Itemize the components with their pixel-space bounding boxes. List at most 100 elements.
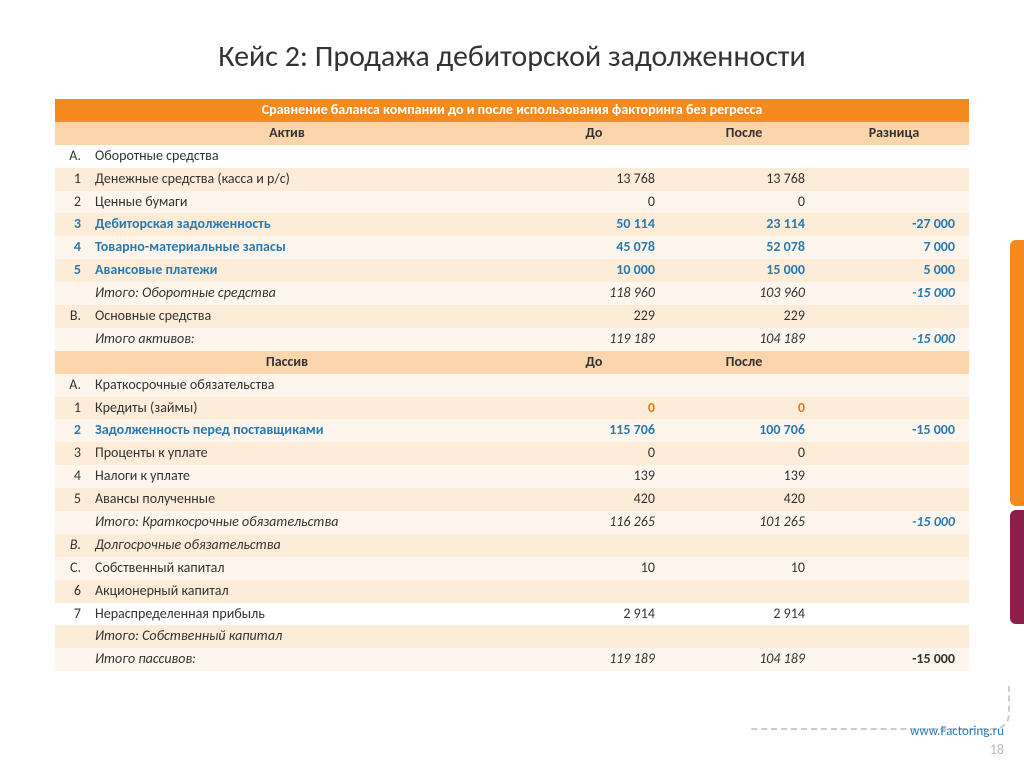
row-after: 139 [669, 465, 819, 488]
row-before: 116 265 [519, 511, 669, 534]
table-row: 1Кредиты (займы)00 [55, 397, 969, 420]
col-after: После [669, 122, 819, 145]
row-name: Авансы полученные [89, 488, 519, 511]
row-after: 0 [669, 397, 819, 420]
row-index: A. [55, 145, 89, 168]
row-after: 103 960 [669, 282, 819, 305]
row-diff: -27 000 [819, 213, 969, 236]
slide: Кейс 2: Продажа дебиторской задолженност… [0, 0, 1024, 671]
table-row: A.Оборотные средства [55, 145, 969, 168]
row-before: 119 189 [519, 648, 669, 671]
row-index: 3 [55, 213, 89, 236]
row-before [519, 625, 669, 648]
row-before [519, 534, 669, 557]
row-after: 420 [669, 488, 819, 511]
table-row: 3Проценты к уплате00 [55, 442, 969, 465]
row-diff: -15 000 [819, 648, 969, 671]
table-row: 6Акционерный капитал [55, 580, 969, 603]
row-after: 13 768 [669, 168, 819, 191]
row-name: Авансовые платежи [89, 259, 519, 282]
col-after2: После [669, 351, 819, 374]
row-index [55, 282, 89, 305]
table-row: C.Собственный капитал1010 [55, 557, 969, 580]
row-before: 10 000 [519, 259, 669, 282]
row-index: A. [55, 374, 89, 397]
row-diff: -15 000 [819, 328, 969, 351]
col-before2: До [519, 351, 669, 374]
table-row: Итого: Собственный капитал [55, 625, 969, 648]
row-index: B. [55, 534, 89, 557]
row-after [669, 580, 819, 603]
row-name: Кредиты (займы) [89, 397, 519, 420]
row-name: Ценные бумаги [89, 191, 519, 214]
row-after: 10 [669, 557, 819, 580]
row-name: Итого: Оборотные средства [89, 282, 519, 305]
row-diff [819, 465, 969, 488]
table-top-header: Сравнение баланса компании до и после ис… [55, 99, 969, 122]
table-row: Итого: Краткосрочные обязательства116 26… [55, 511, 969, 534]
row-diff [819, 442, 969, 465]
row-name: Нераспределенная прибыль [89, 603, 519, 626]
row-before: 0 [519, 191, 669, 214]
row-before: 139 [519, 465, 669, 488]
row-index: 5 [55, 488, 89, 511]
row-before: 115 706 [519, 419, 669, 442]
row-index: 6 [55, 580, 89, 603]
side-tab-decoration [1010, 240, 1024, 620]
row-diff: -15 000 [819, 511, 969, 534]
row-before [519, 374, 669, 397]
col-diff2 [819, 351, 969, 374]
row-before: 229 [519, 305, 669, 328]
balance-table: Сравнение баланса компании до и после ис… [55, 99, 969, 671]
row-before: 119 189 [519, 328, 669, 351]
row-after: 2 914 [669, 603, 819, 626]
row-before [519, 145, 669, 168]
table-row: 2Ценные бумаги00 [55, 191, 969, 214]
row-name: Итого активов: [89, 328, 519, 351]
table-col-header: Актив До После Разница [55, 122, 969, 145]
row-after: 0 [669, 191, 819, 214]
row-before: 10 [519, 557, 669, 580]
table-row: 3Дебиторская задолженность50 11423 114-2… [55, 213, 969, 236]
table-row: A.Краткосрочные обязательства [55, 374, 969, 397]
row-diff [819, 168, 969, 191]
row-after: 104 189 [669, 328, 819, 351]
row-after [669, 145, 819, 168]
table-row: 5Авансы полученные420420 [55, 488, 969, 511]
row-before: 0 [519, 397, 669, 420]
table-row: B.Основные средства229229 [55, 305, 969, 328]
row-before: 118 960 [519, 282, 669, 305]
row-diff [819, 145, 969, 168]
row-diff: 7 000 [819, 236, 969, 259]
table-row: Итого активов:119 189104 189-15 000 [55, 328, 969, 351]
row-diff [819, 374, 969, 397]
row-index [55, 328, 89, 351]
row-after: 229 [669, 305, 819, 328]
row-index [55, 511, 89, 534]
row-index: 5 [55, 259, 89, 282]
row-name: Итого: Собственный капитал [89, 625, 519, 648]
row-diff [819, 603, 969, 626]
table-row: 7Нераспределенная прибыль2 9142 914 [55, 603, 969, 626]
row-before: 50 114 [519, 213, 669, 236]
row-after [669, 534, 819, 557]
row-index [55, 648, 89, 671]
col-diff: Разница [819, 122, 969, 145]
row-after: 101 265 [669, 511, 819, 534]
row-index: 3 [55, 442, 89, 465]
row-name: Основные средства [89, 305, 519, 328]
row-name: Акционерный капитал [89, 580, 519, 603]
row-index: 7 [55, 603, 89, 626]
side-tab-maroon [1010, 510, 1024, 624]
col-before: До [519, 122, 669, 145]
row-diff [819, 534, 969, 557]
row-diff [819, 625, 969, 648]
table-row: 5Авансовые платежи10 00015 0005 000 [55, 259, 969, 282]
row-index: 1 [55, 397, 89, 420]
side-tab-orange [1010, 240, 1024, 506]
row-before: 0 [519, 442, 669, 465]
table-section2-header: Пассив До После [55, 351, 969, 374]
row-name: Задолженность перед поставщиками [89, 419, 519, 442]
row-before: 2 914 [519, 603, 669, 626]
footer: www.Factoring.ru 18 [910, 724, 1004, 758]
